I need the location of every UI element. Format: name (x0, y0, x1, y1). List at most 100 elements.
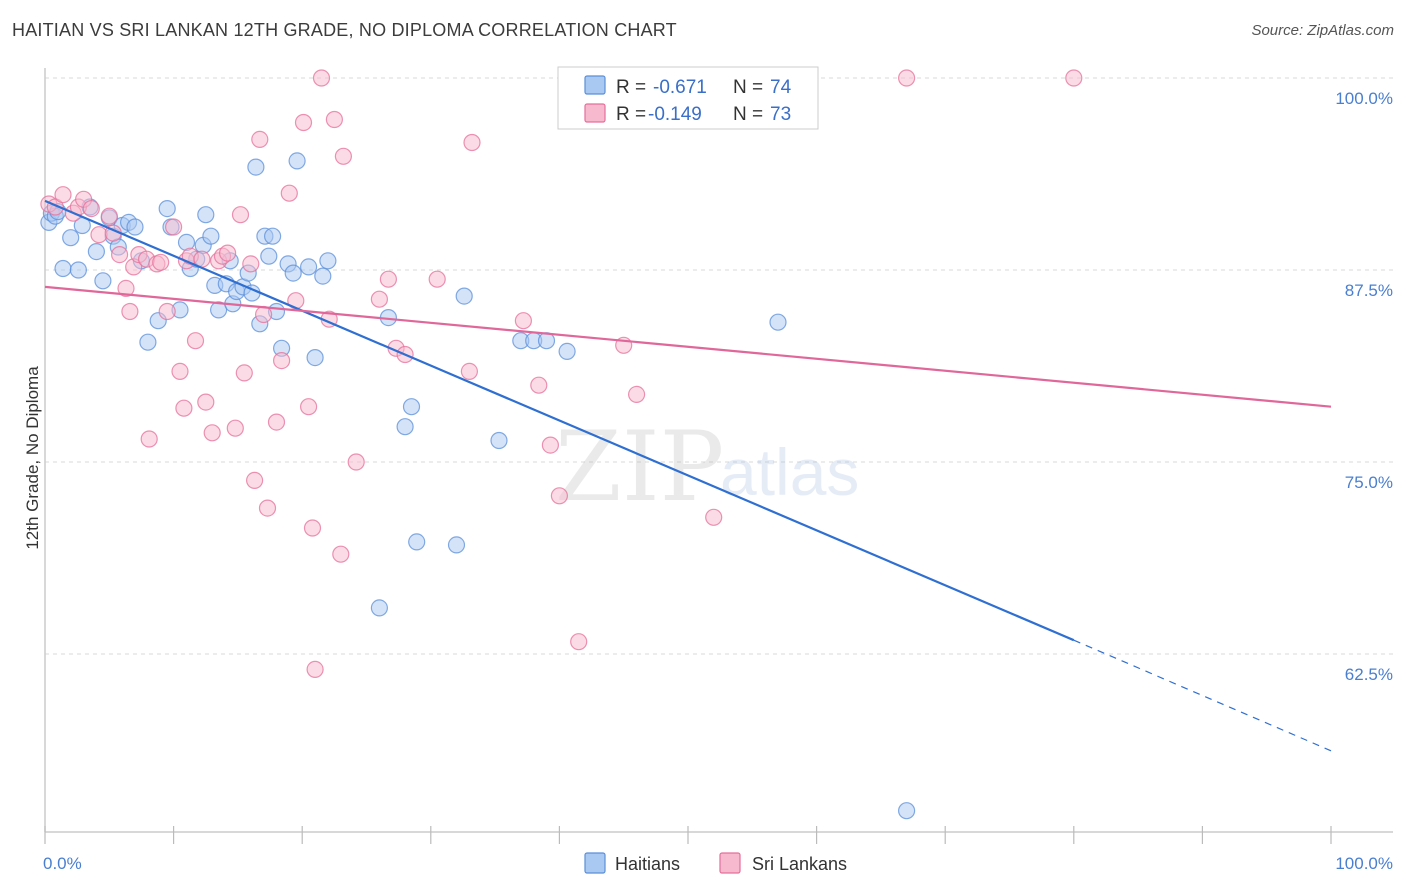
srilankan-point (1065, 69, 1083, 87)
haitian-point (319, 252, 337, 270)
legend-n-value-2: 73 (770, 104, 791, 125)
srilankan-point (235, 364, 253, 382)
srilankan-point (273, 352, 291, 370)
srilankan-point (258, 499, 277, 517)
bottom-legend-swatch-haitians (584, 852, 606, 874)
grid-lines (45, 77, 1393, 655)
y-tick-label: 87.5% (1345, 281, 1393, 300)
srilankan-point (82, 200, 100, 218)
legend-r-value-1: -0.671 (653, 77, 707, 98)
srilankan-point (294, 113, 313, 132)
haitians-trend-line (44, 199, 1075, 642)
correlation-legend: R = -0.671 N = 74 R = -0.149 N = 73 (557, 66, 819, 130)
srilankan-point (219, 244, 237, 262)
series-legend: Haitians Sri Lankans (584, 852, 847, 874)
haitian-point (300, 258, 318, 276)
bottom-legend-swatch-srilankans (719, 852, 741, 874)
haitian-point (769, 313, 787, 331)
srilankan-point (541, 436, 560, 454)
chart-title: HAITIAN VS SRI LANKAN 12TH GRADE, NO DIP… (12, 20, 677, 40)
srilankan-point (379, 270, 397, 288)
srilankan-point (312, 69, 331, 87)
haitian-point (897, 802, 916, 820)
srilankan-point (175, 399, 193, 417)
haitian-point (370, 599, 388, 617)
y-tick-label: 62.5% (1345, 665, 1393, 684)
srilankan-point (332, 545, 350, 563)
haitian-point (402, 398, 421, 416)
srilankan-point (54, 186, 72, 204)
haitian-point (396, 418, 414, 436)
haitian-point (558, 342, 576, 360)
srilankan-point (231, 206, 250, 224)
legend-r-label-2: R = (616, 104, 646, 125)
srilankans-trend-line (44, 285, 1332, 408)
legend-swatch-haitians (584, 75, 606, 95)
srilankan-point (370, 290, 388, 308)
srilankan-point (303, 519, 322, 537)
srilankan-point (428, 270, 446, 288)
srilankan-point (334, 147, 352, 165)
haitian-point (62, 229, 80, 247)
srilankan-point (165, 218, 183, 236)
haitian-point (87, 243, 106, 261)
legend-r-value-2: -0.149 (648, 104, 702, 125)
srilankan-point (530, 376, 548, 394)
haitian-point (264, 227, 282, 245)
srilankan-point (306, 660, 324, 679)
srilankan-point (514, 312, 533, 330)
srilankan-point (117, 279, 135, 297)
y-tick-label: 75.0% (1345, 473, 1393, 492)
haitian-point (210, 301, 228, 319)
srilankan-point (100, 207, 118, 225)
trend-lines (44, 199, 1332, 752)
haitians-trend-extension (1073, 639, 1332, 752)
haitian-point (260, 247, 278, 265)
srilankan-point (203, 424, 221, 442)
srilankan-point (267, 413, 286, 431)
srilankan-point (197, 393, 215, 411)
haitian-point (158, 200, 176, 218)
source-label: Source: ZipAtlas.com (1251, 22, 1394, 39)
srilankan-point (152, 253, 170, 271)
watermark-atlas: atlas (720, 435, 859, 509)
srilankan-point (627, 385, 646, 403)
legend-r-label-1: R = (616, 77, 646, 98)
haitian-point (247, 158, 265, 176)
watermark: ZIP atlas (555, 411, 859, 523)
axes: 62.5% 75.0% 87.5% 100.0% 0.0% 100.0% (43, 68, 1393, 873)
srilankan-point (226, 419, 244, 437)
srilankan-point (550, 487, 569, 505)
srilankan-point (242, 255, 260, 273)
legend-n-label-2: N = (733, 104, 763, 125)
haitian-point (490, 431, 508, 450)
bottom-legend-srilankans: Sri Lankans (752, 854, 847, 874)
srilankan-point (897, 69, 916, 87)
srilankan-point (325, 110, 343, 129)
haitian-point (54, 259, 72, 278)
srilankan-point (463, 133, 481, 152)
haitian-point (288, 152, 306, 170)
srilankan-point (110, 246, 129, 264)
haitian-point (314, 267, 332, 285)
haitian-point (447, 536, 466, 554)
watermark-zip: ZIP (555, 411, 724, 523)
srilankan-point (140, 430, 158, 448)
srilankan-point (121, 302, 139, 321)
legend-n-value-1: 74 (770, 77, 792, 98)
srilankan-point (90, 226, 108, 244)
srilankan-point (570, 633, 588, 651)
legend-swatch-srilankans (584, 103, 606, 123)
srilankan-point (158, 302, 176, 321)
srilankan-point (171, 362, 189, 380)
y-axis-title: 12th Grade, No Diploma (23, 366, 42, 550)
y-axis-title-group: 12th Grade, No Diploma (23, 366, 42, 550)
srilankan-point (251, 130, 269, 148)
haitian-point (202, 227, 220, 245)
haitian-point (408, 533, 426, 551)
haitian-point (94, 272, 112, 290)
bottom-legend-haitians: Haitians (615, 854, 680, 874)
srilankan-point (280, 184, 298, 202)
haitian-point (284, 264, 302, 282)
